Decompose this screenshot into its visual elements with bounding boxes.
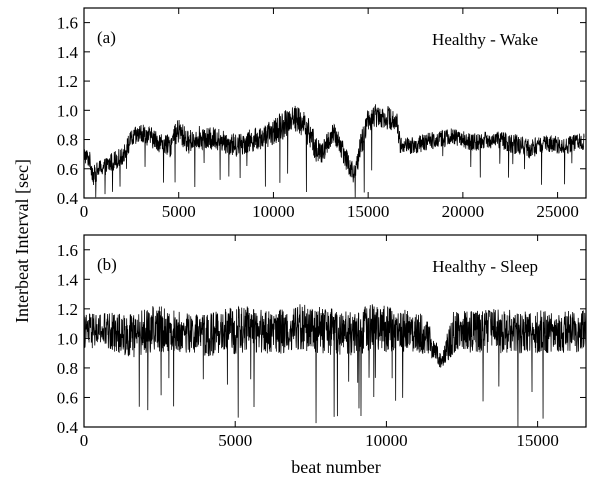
panel-label-a: (a) [97, 28, 116, 47]
x-tick-label: 0 [80, 202, 89, 221]
ticks-layer-a: 0 5000 10000 15000 20000 25000 0.4 0.6 0.8 1.0 1.2… [57, 8, 586, 221]
y-tick-label: 0.8 [57, 359, 78, 378]
x-tick-label: 5000 [218, 431, 252, 450]
x-axis-label: beat number [291, 457, 380, 477]
series-line [83, 304, 587, 427]
plot-frame-b [83, 234, 587, 428]
x-tick-label: 0 [80, 431, 89, 450]
panel-title-a: Healthy - Wake [432, 30, 538, 49]
x-tick-label: 15000 [347, 202, 390, 221]
panel-b: 0 5000 10000 15000 0.4 0.6 0.8 1.0 1.2 1.4 1.6 (b)… [57, 234, 587, 450]
y-tick-label: 1.0 [57, 329, 78, 348]
y-tick-label: 1.6 [57, 241, 78, 260]
y-tick-label: 1.2 [57, 72, 78, 91]
y-tick-label: 1.4 [57, 270, 79, 289]
y-tick-label: 0.6 [57, 388, 78, 407]
y-tick-label: 0.8 [57, 131, 78, 150]
x-tick-label: 20000 [442, 202, 485, 221]
plot-frame-a [83, 7, 587, 199]
panel-title-b: Healthy - Sleep [432, 257, 538, 276]
y-tick-label: 0.4 [57, 418, 79, 437]
x-tick-label: 10000 [252, 202, 295, 221]
y-tick-label: 1.2 [57, 300, 78, 319]
y-axis-label: Interbeat Interval [sec] [12, 159, 32, 323]
x-tick-label: 15000 [516, 431, 559, 450]
y-tick-label: 1.6 [57, 14, 78, 33]
x-tick-label: 5000 [162, 202, 196, 221]
panel-a: 0 5000 10000 15000 20000 25000 0.4 0.6 0.8 1.0 1.2… [57, 7, 587, 221]
y-tick-label: 0.4 [57, 189, 79, 208]
series-layer-b [83, 304, 587, 427]
ticks-layer-b: 0 5000 10000 15000 0.4 0.6 0.8 1.0 1.2 1.4 1.6 [57, 235, 586, 450]
x-tick-label: 25000 [536, 202, 579, 221]
x-tick-label: 10000 [365, 431, 408, 450]
series-layer-a [83, 104, 585, 198]
y-tick-label: 1.4 [57, 43, 79, 62]
y-tick-label: 1.0 [57, 101, 78, 120]
y-tick-label: 0.6 [57, 160, 78, 179]
series-line [83, 104, 585, 198]
panel-label-b: (b) [97, 255, 117, 274]
